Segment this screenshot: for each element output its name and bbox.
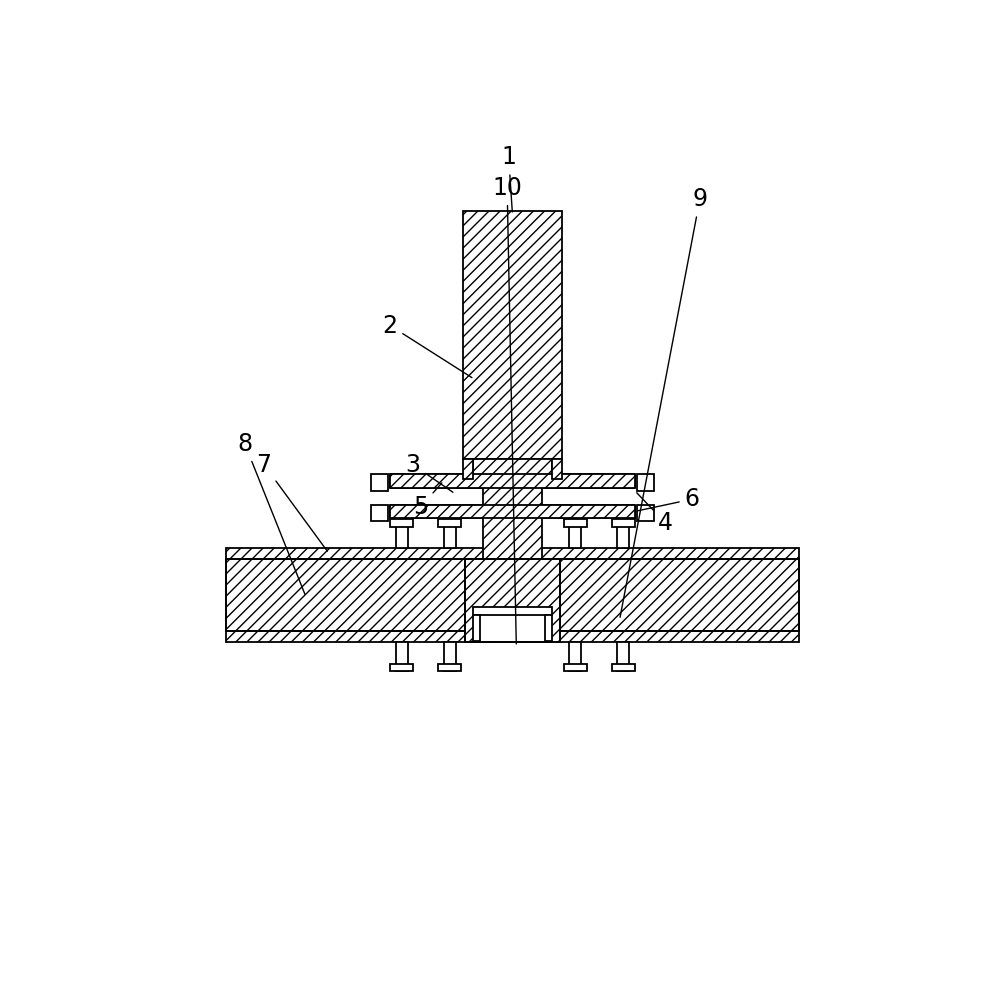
Bar — [444, 642, 456, 671]
Bar — [612, 663, 635, 671]
Bar — [390, 519, 413, 526]
Bar — [396, 519, 408, 548]
Bar — [483, 479, 542, 559]
Bar — [473, 607, 552, 615]
Bar — [226, 559, 799, 632]
Bar — [612, 519, 635, 526]
Bar — [465, 559, 560, 642]
Bar — [617, 519, 629, 548]
Bar — [371, 504, 388, 521]
Text: 2: 2 — [383, 314, 472, 377]
Bar — [569, 642, 581, 671]
Text: 7: 7 — [257, 453, 327, 551]
Text: 9: 9 — [620, 188, 707, 618]
Bar — [552, 460, 562, 479]
Bar — [438, 519, 461, 526]
Bar — [480, 615, 545, 641]
Bar — [463, 211, 562, 460]
Text: 3: 3 — [406, 453, 453, 493]
Bar — [438, 663, 461, 671]
Text: 8: 8 — [237, 432, 305, 595]
Bar — [569, 519, 581, 548]
Bar — [545, 615, 552, 641]
Bar — [444, 519, 456, 548]
Bar — [390, 663, 413, 671]
Bar — [390, 474, 635, 488]
Bar — [371, 474, 388, 491]
Text: 1: 1 — [501, 145, 516, 212]
Bar — [617, 642, 629, 671]
Bar — [473, 615, 480, 641]
Text: 10: 10 — [492, 176, 522, 644]
Bar — [226, 559, 799, 632]
Text: 4: 4 — [637, 493, 673, 535]
Text: 5: 5 — [413, 483, 442, 518]
Bar — [396, 642, 408, 671]
Text: 6: 6 — [638, 488, 700, 511]
Bar — [390, 504, 635, 518]
Bar — [637, 504, 654, 521]
Bar — [473, 460, 552, 479]
Bar — [637, 474, 654, 491]
Bar — [465, 559, 560, 642]
Bar — [463, 460, 473, 479]
Bar — [564, 663, 587, 671]
Bar — [226, 632, 799, 642]
Bar — [226, 548, 799, 559]
Bar — [564, 519, 587, 526]
